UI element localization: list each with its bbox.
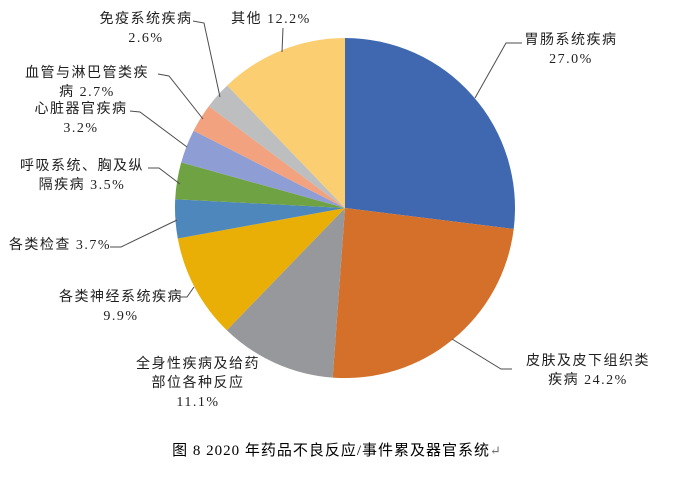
leader-line-cardiac	[129, 110, 188, 148]
slice-label-respiratory-thoracic: 呼吸系统、胸及纵 隔疾病 3.5%	[12, 157, 152, 195]
leader-line-other	[281, 27, 284, 53]
slice-label-line: 各类神经系统疾病	[59, 290, 183, 305]
leader-line-gastrointestinal	[474, 42, 522, 99]
pie-slice-investigations	[174, 199, 345, 239]
slice-label-line: 全身性疾病及给药	[136, 357, 260, 372]
slice-label-line: 部位各种反应	[151, 376, 245, 391]
slice-label-line: 病 2.7%	[59, 85, 115, 100]
slice-label-gastrointestinal: 胃肠系统疾病 27.0%	[505, 31, 637, 69]
slice-label-general-administration-site: 全身性疾病及给药 部位各种反应 11.1%	[126, 355, 270, 412]
pie-slice-cardiac	[181, 130, 345, 208]
slice-label-line: 各类检查 3.7%	[8, 238, 112, 253]
pie-slice-skin-subcutaneous	[332, 208, 514, 379]
slice-label-line: 11.1%	[176, 395, 220, 410]
figure-caption: 图 8 2020 年药品不良反应/事件累及器官系统↵	[0, 439, 674, 460]
slice-label-line: 皮肤及皮下组织类	[526, 354, 650, 369]
pie-slice-other	[227, 38, 345, 208]
slice-label-vascular-lymphatic: 血管与淋巴管类疾 病 2.7%	[14, 64, 160, 102]
slice-label-line: 2.6%	[128, 31, 164, 46]
slice-label-line: 胃肠系统疾病	[524, 33, 618, 48]
slice-label-line: 3.2%	[63, 121, 99, 136]
slice-label-line: 血管与淋巴管类疾	[25, 66, 149, 81]
slice-label-line: 其他 12.2%	[231, 12, 311, 27]
pie-chart	[110, 20, 522, 379]
slice-label-other: 其他 12.2%	[224, 10, 318, 29]
leader-line-respiratory-thoracic	[148, 167, 181, 185]
slice-label-line: 9.9%	[103, 309, 139, 324]
slice-label-skin-subcutaneous: 皮肤及皮下组织类 疾病 24.2%	[510, 352, 666, 390]
slice-label-line: 27.0%	[549, 52, 593, 67]
paragraph-return-mark: ↵	[490, 443, 502, 458]
leader-line-immune	[192, 20, 221, 98]
slice-label-cardiac: 心脏器官疾病 3.2%	[28, 100, 134, 138]
slice-label-line: 免疫系统疾病	[99, 12, 193, 27]
pie-slice-gastrointestinal	[345, 38, 516, 229]
pie-slice-general-administration-site	[226, 208, 345, 378]
leader-line-nervous-system	[180, 286, 195, 298]
slice-label-line: 心脏器官疾病	[34, 102, 128, 117]
pie-slice-nervous-system	[177, 208, 345, 331]
pie-slice-immune	[208, 85, 345, 208]
slice-label-nervous-system: 各类神经系统疾病 9.9%	[50, 288, 192, 326]
leader-line-vascular-lymphatic	[157, 73, 204, 120]
pie-slice-respiratory-thoracic	[175, 162, 345, 208]
pie-slice-vascular-lymphatic	[193, 106, 345, 208]
slice-label-line: 疾病 24.2%	[548, 373, 628, 388]
slice-label-line: 隔疾病 3.5%	[38, 178, 126, 193]
leader-line-skin-subcutaneous	[451, 338, 512, 370]
slice-label-immune: 免疫系统疾病 2.6%	[94, 10, 198, 48]
slice-label-line: 呼吸系统、胸及纵	[20, 159, 144, 174]
leader-line-investigations	[110, 219, 178, 248]
figure-caption-text: 图 8 2020 年药品不良反应/事件累及器官系统	[172, 443, 490, 459]
slice-label-investigations: 各类检查 3.7%	[2, 236, 118, 255]
